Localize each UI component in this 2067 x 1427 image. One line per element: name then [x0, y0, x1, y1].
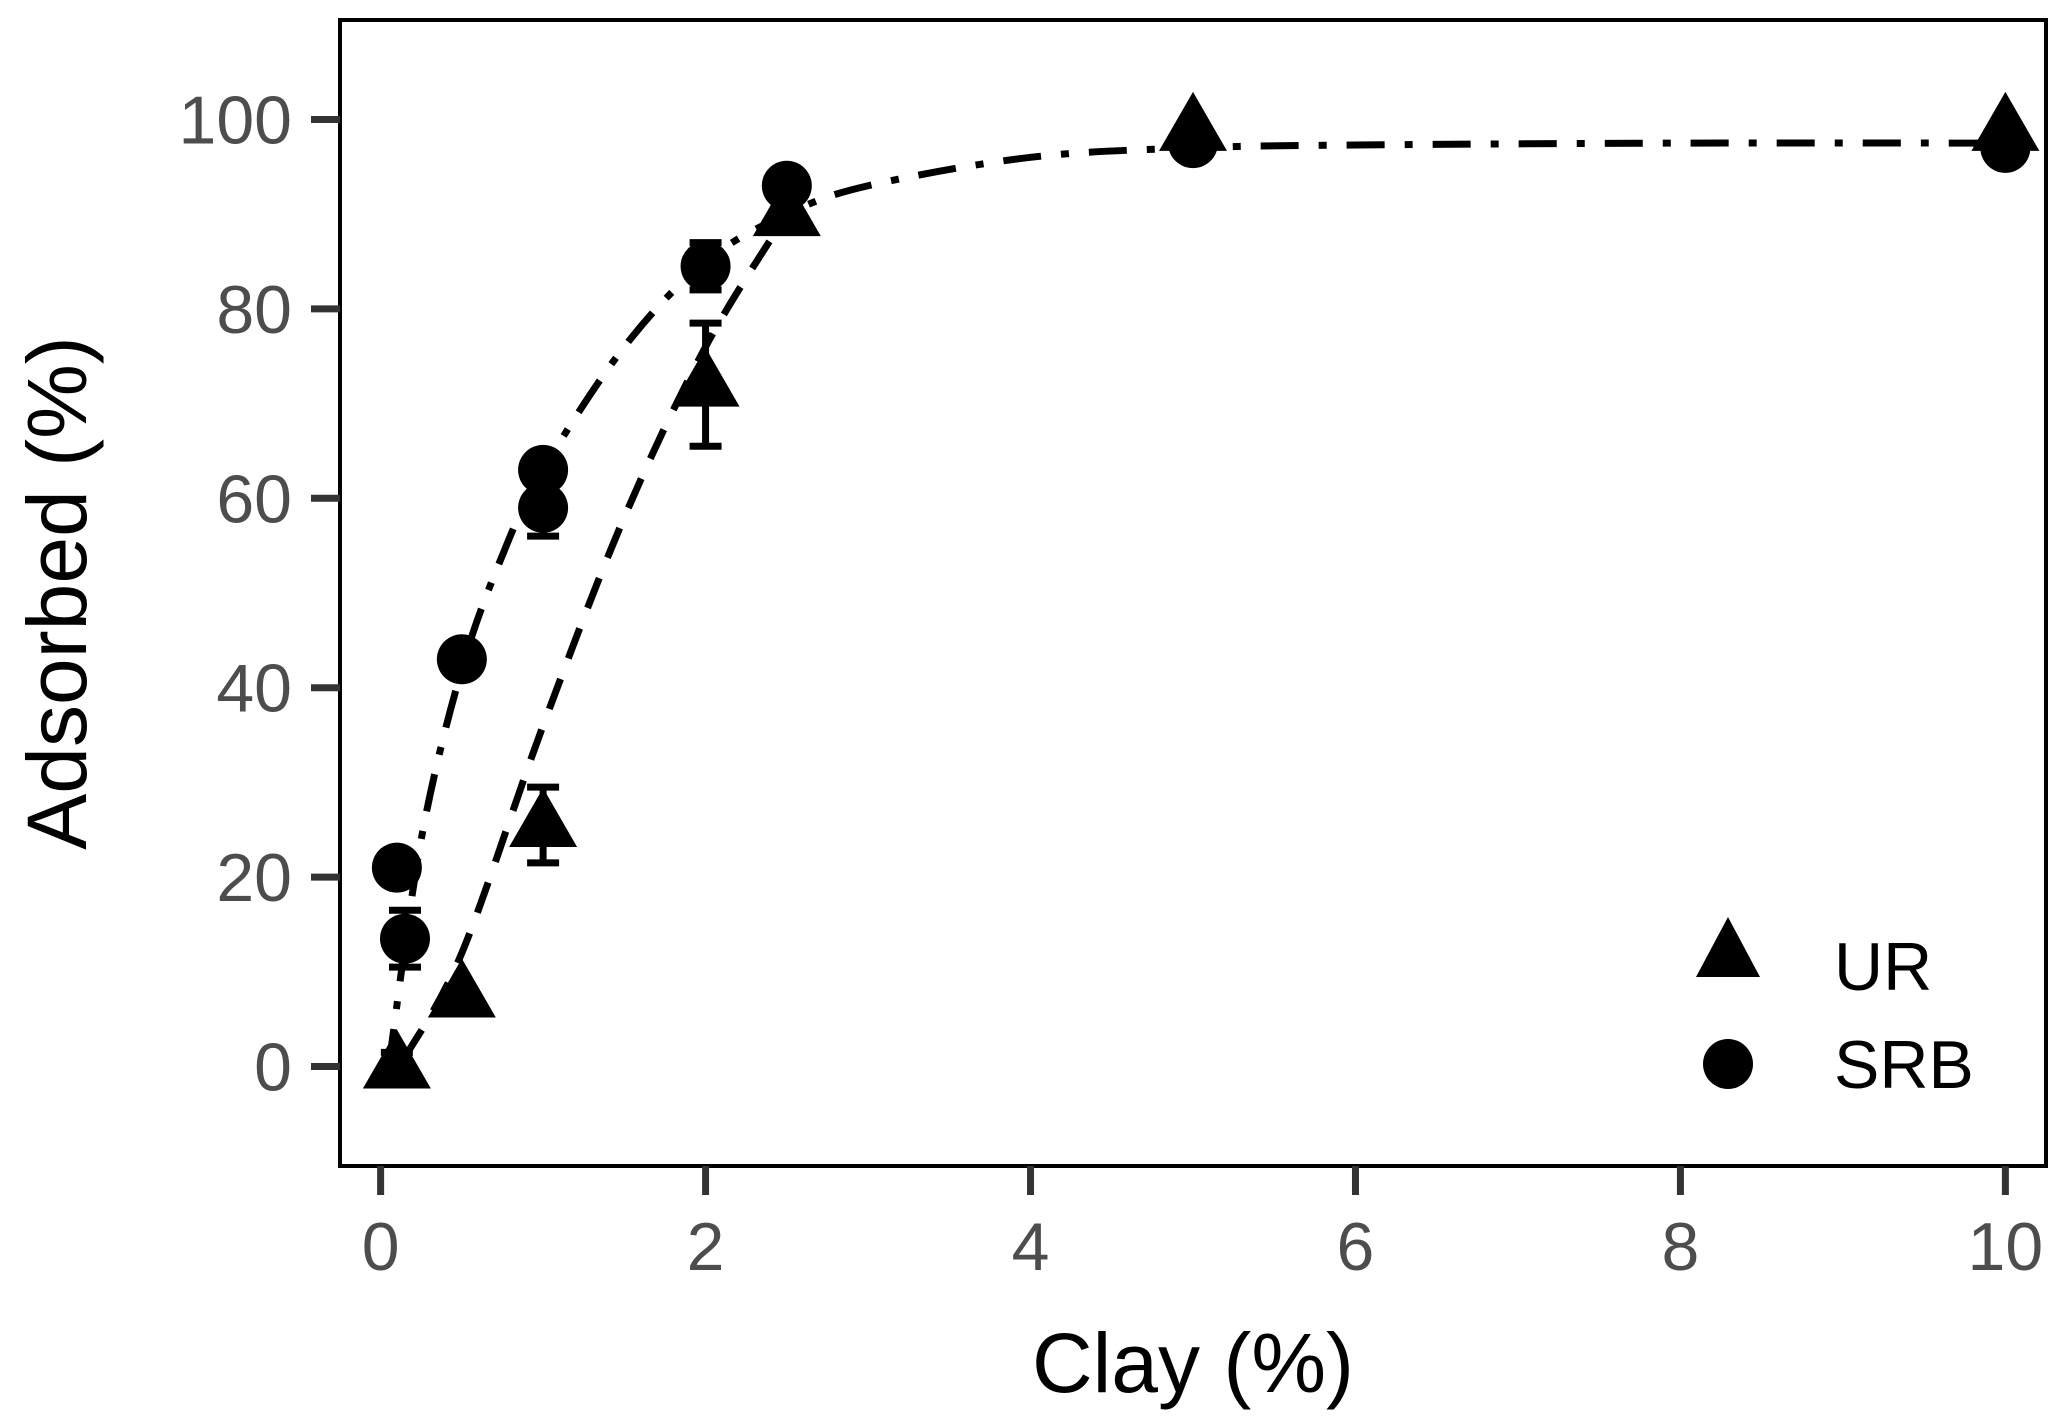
legend-label-srb: SRB	[1834, 1027, 1974, 1103]
x-axis-title: Clay (%)	[1032, 1316, 1354, 1410]
point-ur-3	[671, 347, 740, 407]
point-srb-4	[518, 482, 569, 533]
point-srb-5	[680, 241, 731, 292]
y-tick-label-60: 60	[216, 461, 292, 537]
y-tick-label-20: 20	[216, 840, 292, 916]
fit-curve-srb	[385, 139, 2006, 1068]
x-tick-label-6: 6	[1337, 1209, 1375, 1285]
point-srb-1	[379, 913, 430, 964]
y-tick-label-40: 40	[216, 651, 292, 727]
point-srb-6	[761, 160, 812, 211]
legend: UR SRB	[1696, 917, 1974, 1103]
point-srb-7	[1168, 118, 1218, 169]
fit-curve-ur	[401, 212, 790, 1059]
legend-label-ur: UR	[1834, 929, 1932, 1005]
point-ur-2	[509, 788, 578, 848]
x-tick-label-10: 10	[1968, 1209, 2044, 1285]
point-srb-2	[436, 634, 487, 685]
legend-key-srb	[1703, 1039, 1753, 1089]
y-tick-label-80: 80	[216, 272, 292, 348]
y-tick-label-0: 0	[254, 1030, 292, 1106]
axis-ticks: 0 20 40 60 80 100 0 2 4 6 8 10	[179, 82, 2044, 1285]
plot-panel-border	[338, 18, 2048, 1168]
y-axis-title: Adsorbed (%)	[10, 336, 104, 850]
point-ur-0	[362, 1029, 431, 1089]
fit-curves	[385, 139, 2006, 1068]
point-srb-3	[518, 444, 569, 495]
data-markers	[362, 91, 2040, 1089]
point-ur-1	[427, 958, 496, 1018]
x-tick-label-8: 8	[1662, 1209, 1700, 1285]
error-bars	[380, 239, 722, 1085]
y-tick-label-100: 100	[179, 82, 292, 158]
point-srb-0	[371, 842, 422, 893]
x-tick-label-4: 4	[1012, 1209, 1050, 1285]
legend-key-ur	[1696, 917, 1760, 977]
x-tick-label-0: 0	[362, 1209, 400, 1285]
point-srb-8	[1980, 122, 2031, 173]
x-tick-label-2: 2	[687, 1209, 725, 1285]
